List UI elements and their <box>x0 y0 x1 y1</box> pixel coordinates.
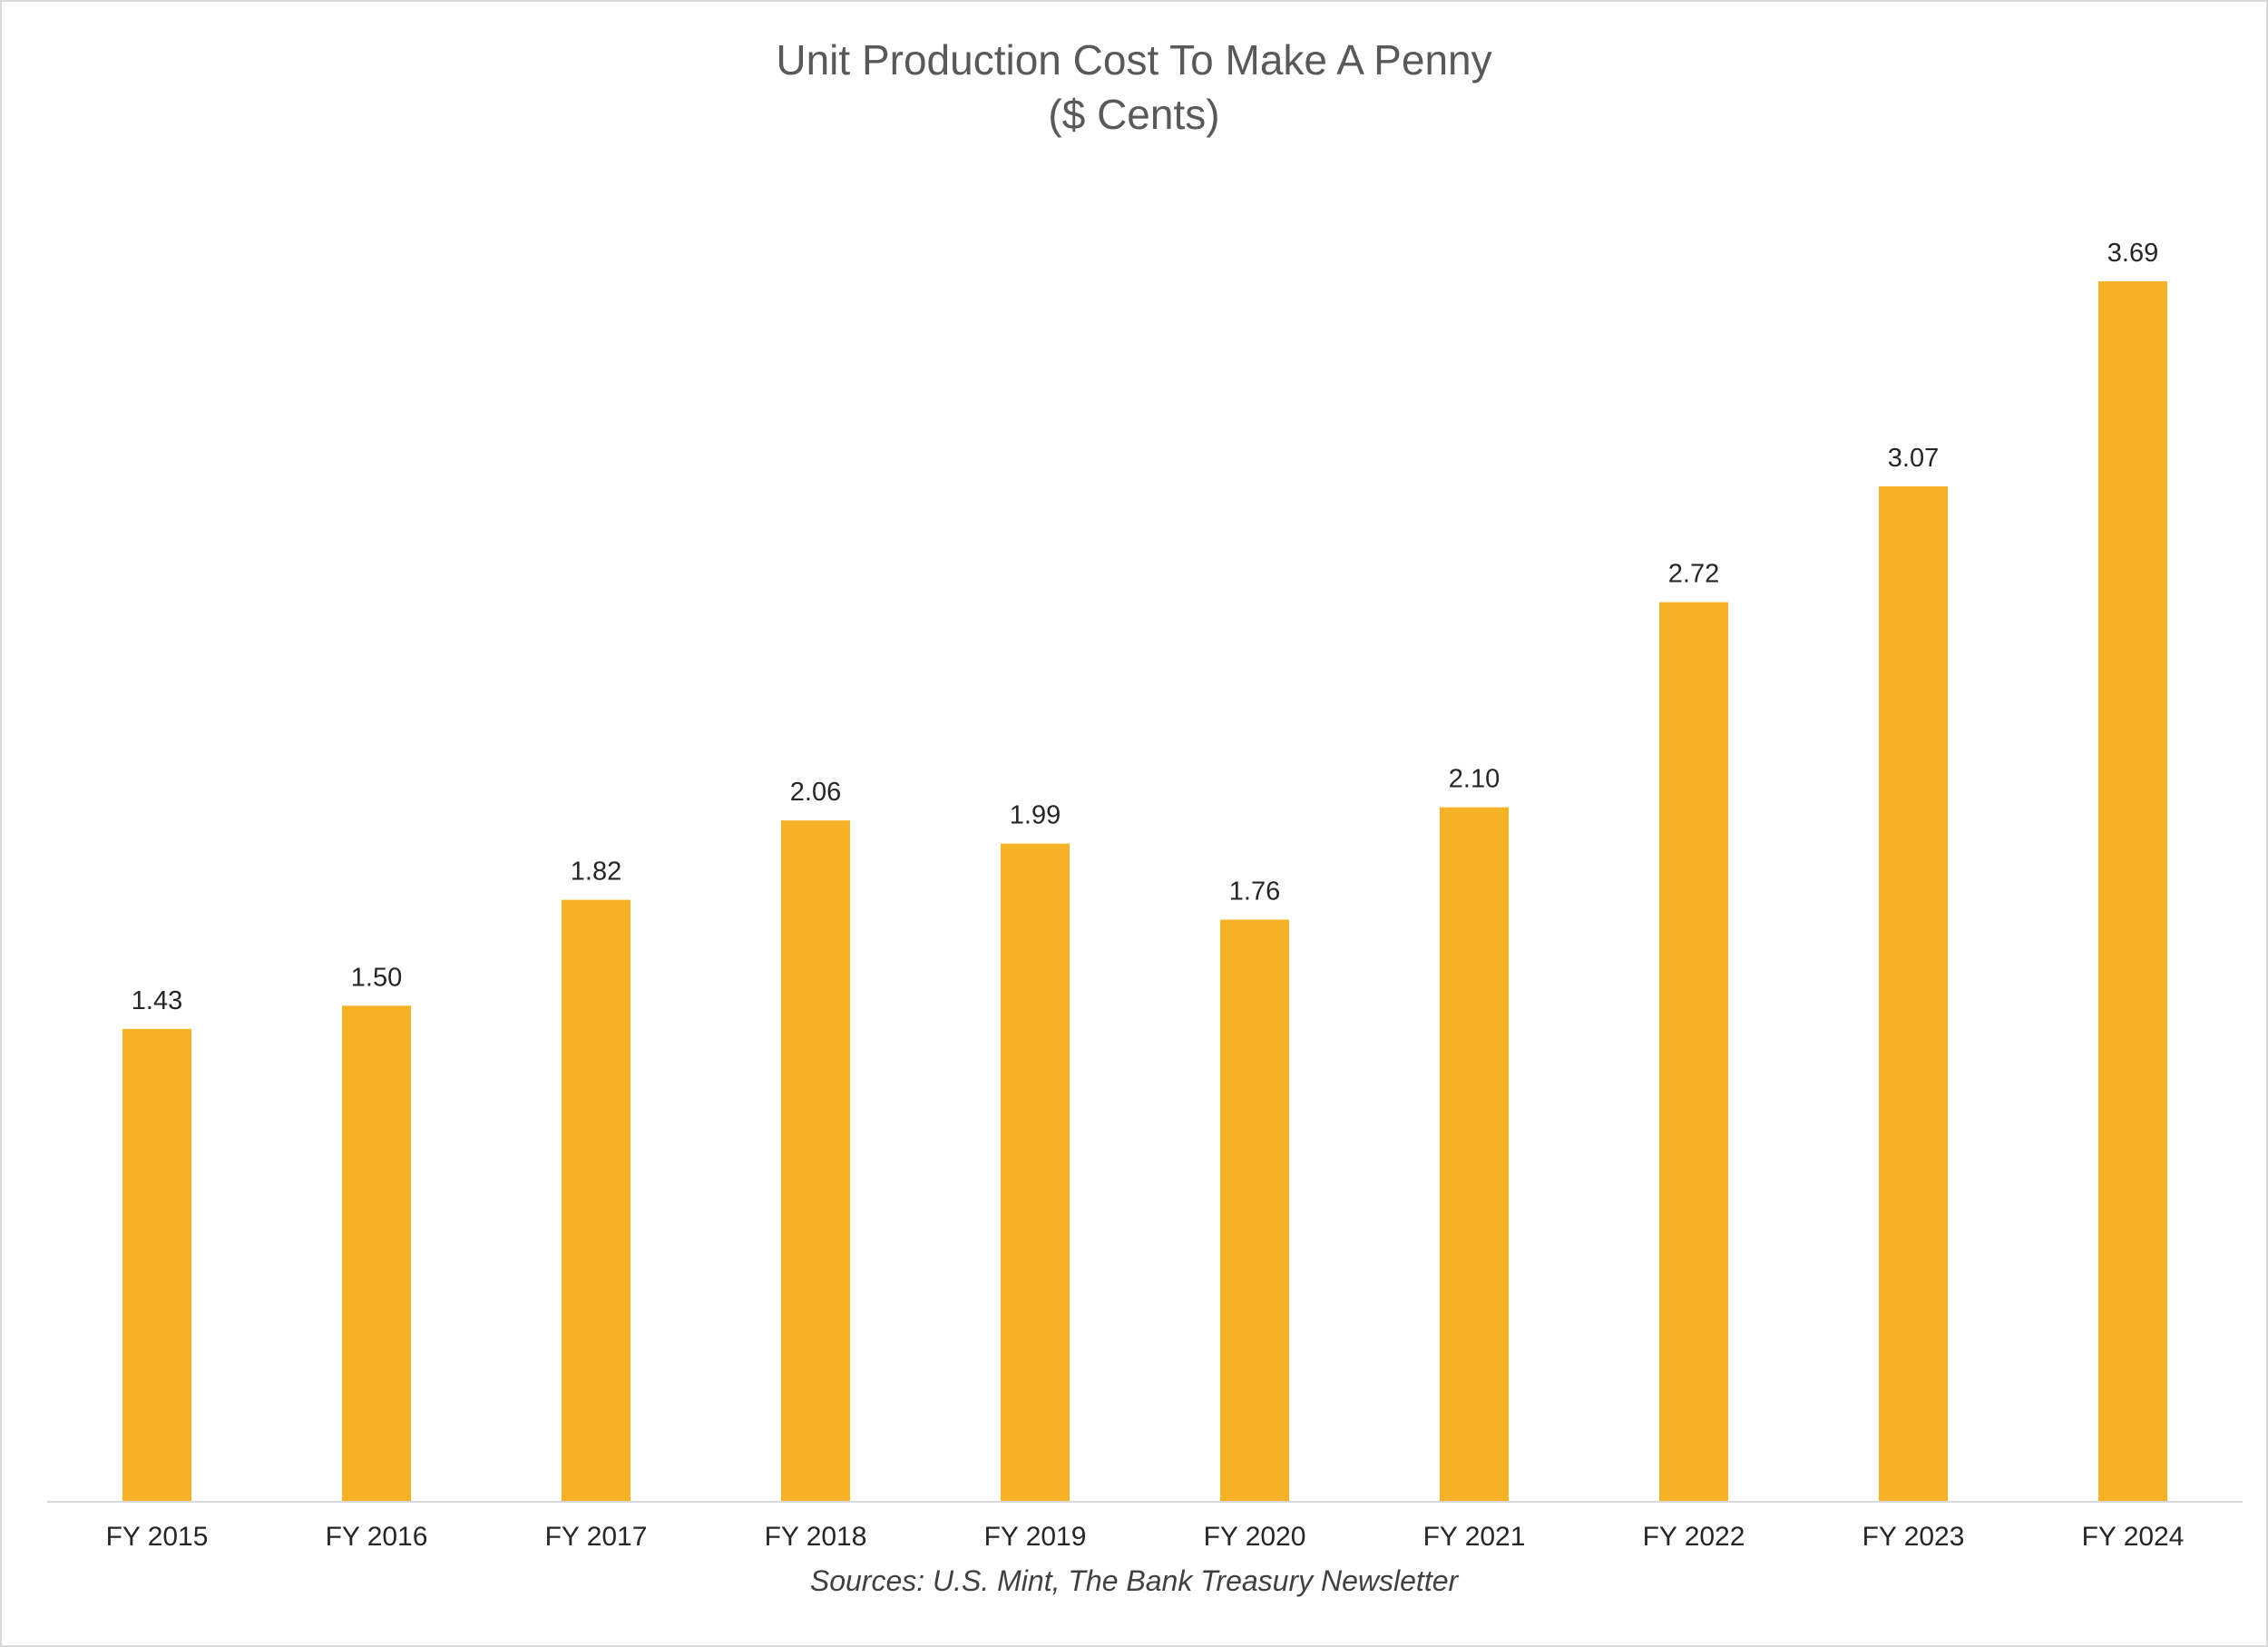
data-label-fy-2015: 1.43 <box>132 986 182 1015</box>
data-label-fy-2020: 1.76 <box>1229 877 1280 907</box>
data-label-fy-2023: 3.07 <box>1888 444 1939 473</box>
data-label-fy-2024: 3.69 <box>2107 239 2158 268</box>
data-label-fy-2017: 1.82 <box>571 858 621 887</box>
bar-fy-2019 <box>1001 843 1070 1502</box>
bar-fy-2018 <box>781 820 850 1502</box>
data-label-fy-2018: 2.06 <box>790 778 841 807</box>
bar-fy-2023 <box>1879 486 1948 1502</box>
bar-fy-2015 <box>122 1028 191 1502</box>
source-note: Sources: U.S. Mint, The Bank Treasury Ne… <box>809 1564 1459 1597</box>
data-label-fy-2022: 2.72 <box>1668 560 1719 589</box>
x-tick-label-fy-2015: FY 2015 <box>106 1522 209 1552</box>
x-tick-label-fy-2019: FY 2019 <box>984 1522 1087 1552</box>
chart-subtitle: ($ Cents) <box>1048 91 1220 138</box>
x-tick-label-fy-2017: FY 2017 <box>545 1522 648 1552</box>
bar-fy-2021 <box>1440 807 1509 1502</box>
data-label-fy-2019: 1.99 <box>1010 801 1061 830</box>
bar-fy-2024 <box>2098 281 2167 1502</box>
x-tick-label-fy-2022: FY 2022 <box>1643 1522 1745 1552</box>
x-tick-label-fy-2020: FY 2020 <box>1204 1522 1306 1552</box>
x-tick-label-fy-2023: FY 2023 <box>1862 1522 1965 1552</box>
x-tick-label-fy-2018: FY 2018 <box>765 1522 867 1552</box>
x-tick-label-fy-2016: FY 2016 <box>326 1522 428 1552</box>
x-tick-label-fy-2024: FY 2024 <box>2082 1522 2185 1552</box>
bar-fy-2020 <box>1220 919 1289 1502</box>
bar-fy-2017 <box>562 899 631 1502</box>
data-label-fy-2016: 1.50 <box>351 963 402 992</box>
bar-fy-2022 <box>1659 602 1728 1502</box>
data-label-fy-2021: 2.10 <box>1449 765 1500 794</box>
x-tick-label-fy-2021: FY 2021 <box>1423 1522 1526 1552</box>
bar-fy-2016 <box>342 1005 411 1502</box>
chart-title: Unit Production Cost To Make A Penny <box>776 36 1492 83</box>
